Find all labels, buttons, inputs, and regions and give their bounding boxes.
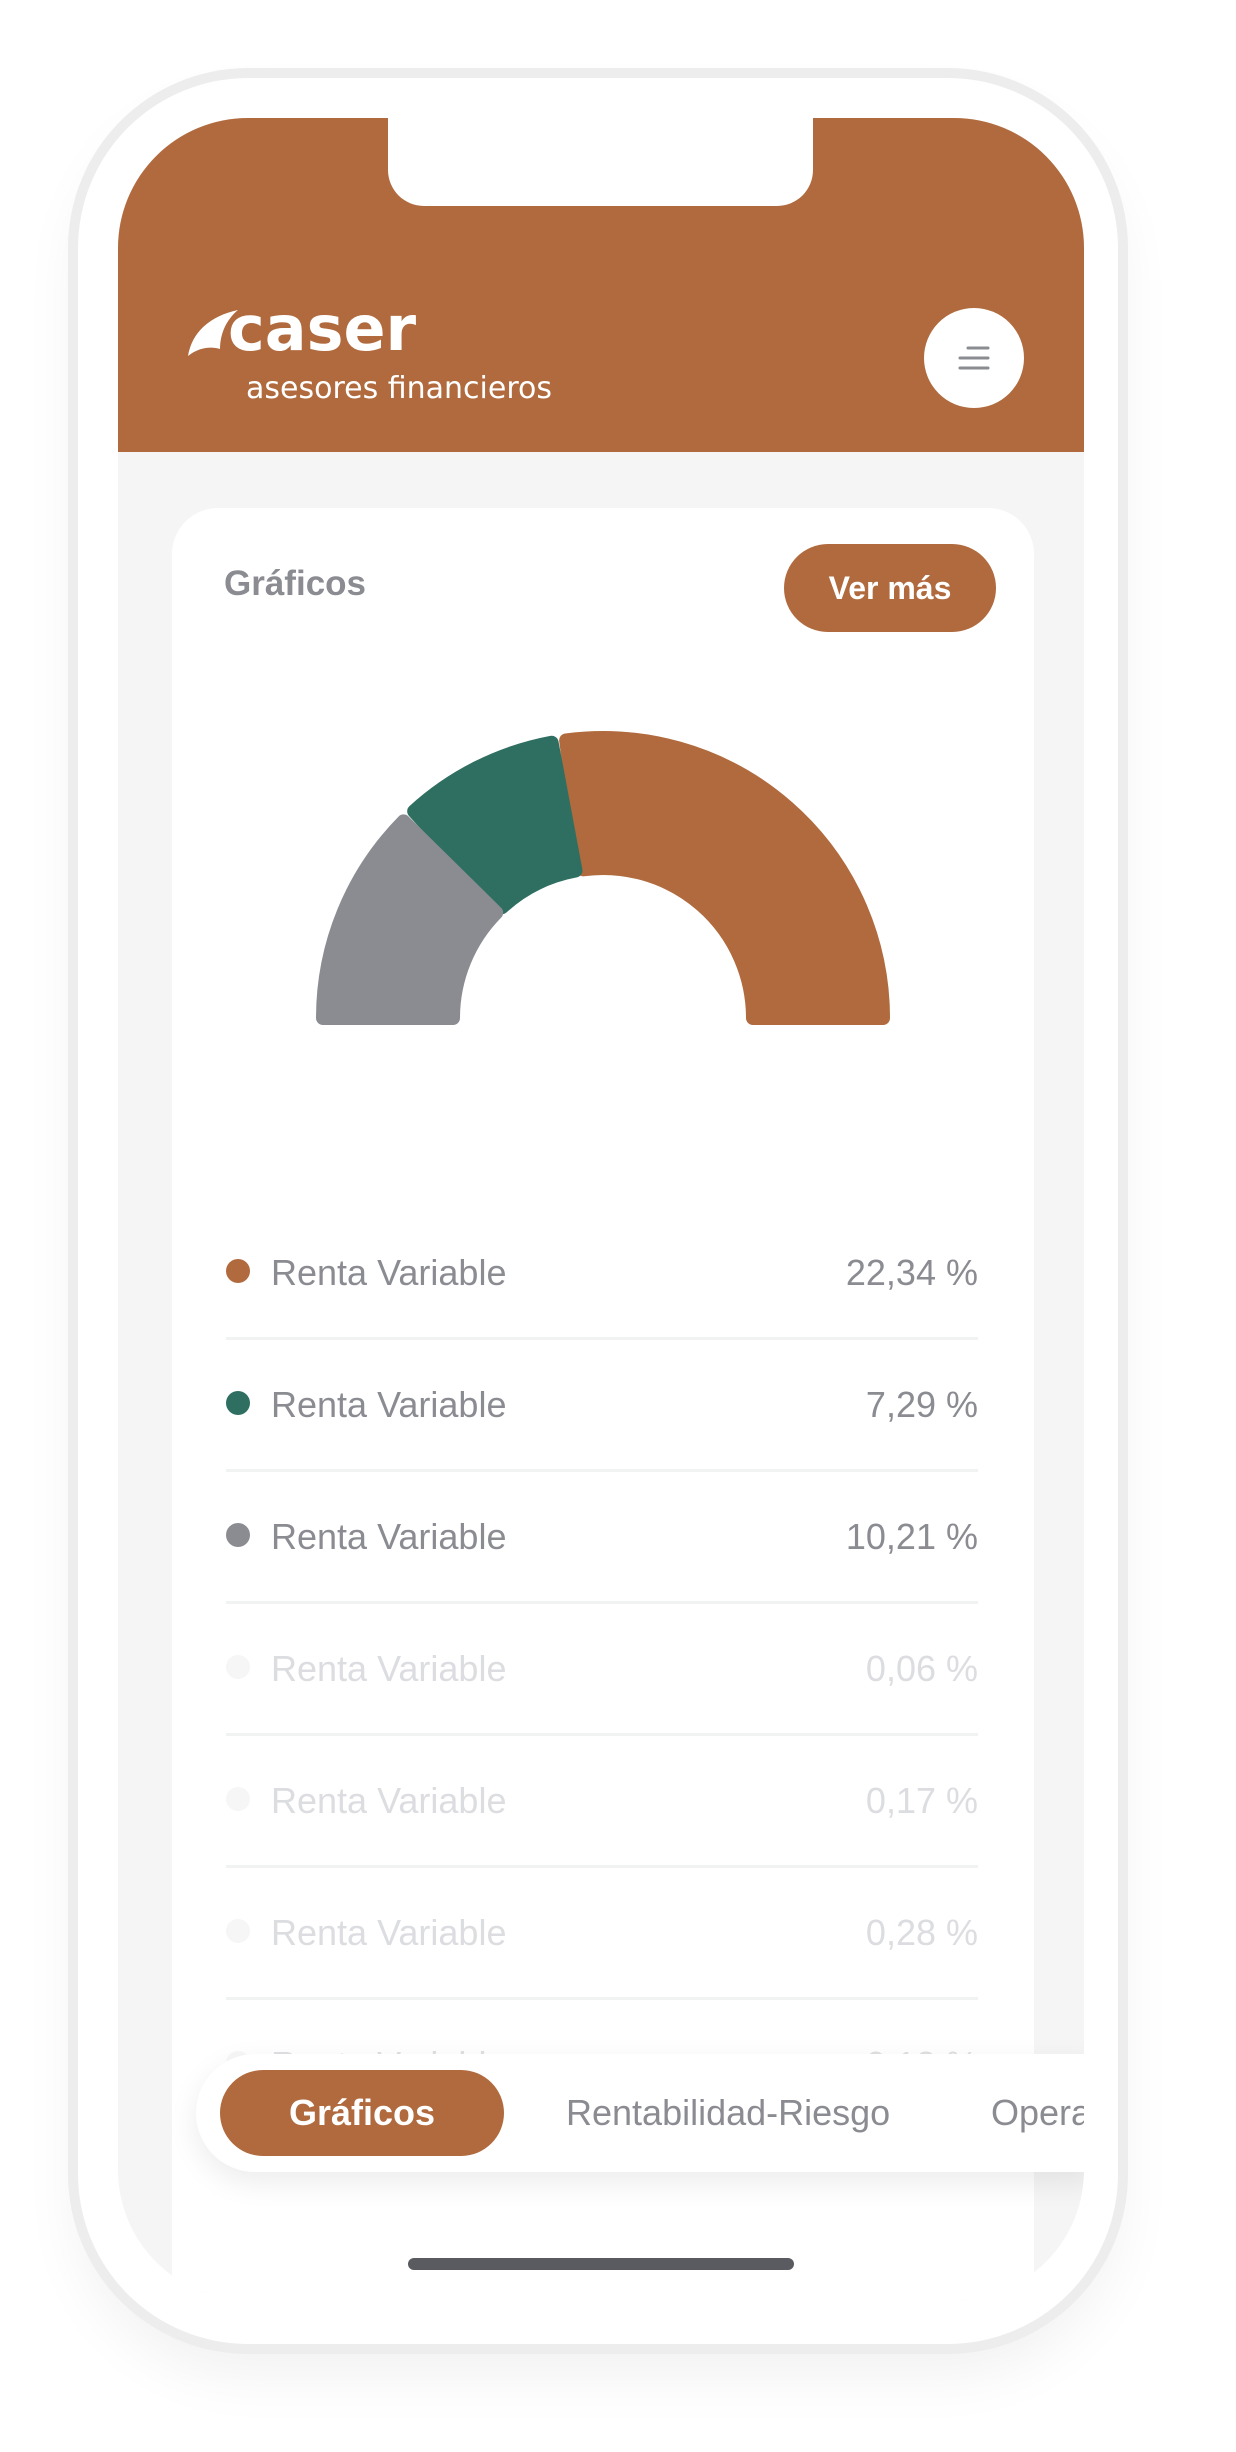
donut-segment-1 [559,731,890,1025]
legend-value: 0,28 % [865,1912,978,1953]
see-more-button[interactable]: Ver más [784,544,996,632]
caser-logo: caser asesores financieros [188,294,552,406]
charts-card: Gráficos Ver más Renta Variable 22,34 % Re… [172,508,1034,2300]
card-title: Gráficos [224,564,366,603]
legend-row: Renta Variable 0,06 % [226,1604,978,1736]
logo-brand-text: caser [228,294,417,365]
legend-list: Renta Variable 22,34 % Renta Variable 7,29 … [226,1208,978,2132]
legend-label: Renta Variable [271,1384,507,1425]
donut-segment-2 [407,735,583,915]
legend-row: Renta Variable 7,29 % [226,1340,978,1472]
legend-dot [226,1919,250,1943]
legend-row: Renta Variable 10,21 % [226,1472,978,1604]
legend-label: Renta Variable [271,1648,507,1689]
legend-label: Renta Variable [271,1516,507,1557]
menu-button[interactable] [924,308,1024,408]
legend-dot [226,1391,250,1415]
caser-logo-mark [188,310,238,356]
legend-label: Renta Variable [271,1780,507,1821]
app-header: caser asesores financieros [118,118,1084,452]
phone-notch [388,118,813,206]
donut-segment-3 [316,814,504,1025]
semi-donut-chart [316,731,890,1025]
home-indicator [408,2258,794,2270]
logo-sub-text: asesores financieros [246,371,552,406]
legend-value: 0,17 % [865,1780,978,1821]
legend-value: 22,34 % [845,1252,978,1293]
tab-rentabilidad-riesgo[interactable]: Rentabilidad-Riesgo [566,2092,891,2133]
tab-opera[interactable]: Opera [991,2092,1084,2133]
legend-row: Renta Variable 0,28 % [226,1868,978,2000]
tab-gráficos[interactable]: Gráficos [220,2070,504,2156]
legend-label: Renta Variable [271,1252,507,1293]
legend-dot [226,1787,250,1811]
phone-screen: caser asesores financieros Gráficos Ver … [118,118,1084,2300]
bottom-tab-bar: Gráficos Rentabilidad-Riesgo Opera [196,2054,1084,2172]
legend-dot [226,1523,250,1547]
legend-label: Renta Variable [271,1912,507,1953]
legend-value: 0,06 % [865,1648,978,1689]
menu-icon [958,346,990,370]
legend-row: Renta Variable 0,17 % [226,1736,978,1868]
legend-value: 7,29 % [865,1384,978,1425]
legend-value: 10,21 % [845,1516,978,1557]
legend-row: Renta Variable 22,34 % [226,1208,978,1340]
legend-dot [226,1655,250,1679]
legend-dot [226,1259,250,1283]
